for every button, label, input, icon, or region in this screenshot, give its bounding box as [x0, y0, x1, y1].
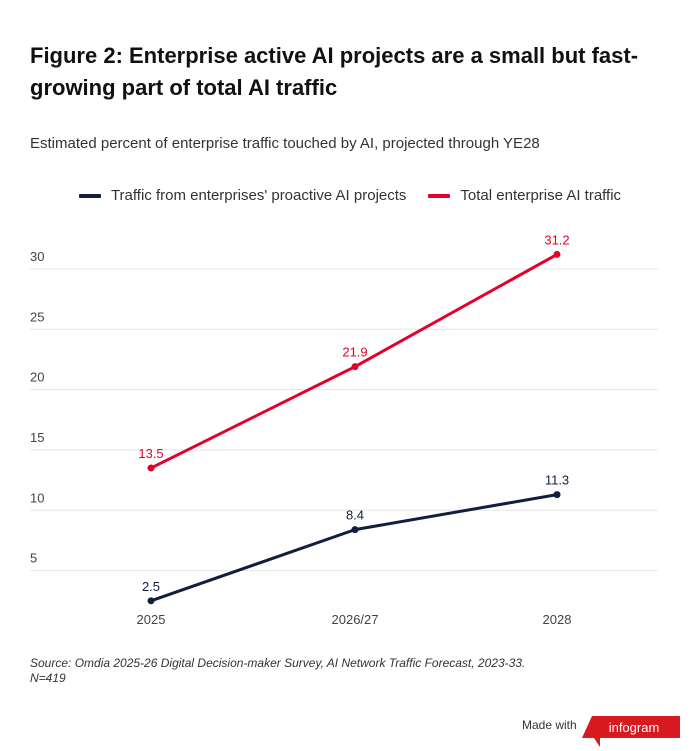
sample-size: N=419	[30, 671, 66, 685]
data-point	[553, 250, 561, 258]
data-point	[553, 491, 561, 499]
y-tick-label: 10	[30, 490, 44, 505]
data-point	[147, 597, 155, 605]
legend-swatch	[78, 193, 101, 198]
legend: Traffic from enterprises' proactive AI p…	[0, 187, 700, 204]
x-tick-label: 2028	[543, 612, 572, 627]
legend-item-total[interactable]: Total enterprise AI traffic	[428, 187, 621, 204]
infogram-logo[interactable]: infogram	[582, 716, 682, 748]
x-tick-label: 2026/27	[332, 612, 379, 627]
data-label: 8.4	[346, 508, 364, 523]
legend-item-proactive[interactable]: Traffic from enterprises' proactive AI p…	[78, 187, 407, 204]
source-note: Source: Omdia 2025-26 Digital Decision-m…	[30, 656, 630, 686]
legend-label: Total enterprise AI traffic	[460, 187, 622, 204]
data-label: 21.9	[342, 345, 367, 360]
data-point	[351, 363, 359, 371]
legend-swatch	[428, 193, 451, 198]
data-label: 2.5	[142, 579, 160, 594]
series-line	[150, 253, 558, 470]
chart-subtitle: Estimated percent of enterprise traffic …	[30, 135, 540, 152]
y-tick-label: 30	[30, 249, 44, 264]
y-tick-label: 5	[30, 551, 37, 566]
x-tick-label: 2025	[137, 612, 166, 627]
y-tick-label: 15	[30, 430, 44, 445]
data-label: 13.5	[138, 446, 163, 461]
y-tick-label: 25	[30, 309, 44, 324]
data-label: 11.3	[545, 473, 569, 488]
source-text: Source: Omdia 2025-26 Digital Decision-m…	[30, 656, 526, 670]
data-label: 31.2	[544, 232, 569, 247]
data-point	[351, 526, 359, 534]
chart-title: Figure 2: Enterprise active AI projects …	[30, 43, 639, 100]
made-with-text: Made with	[522, 718, 577, 732]
data-point	[147, 464, 155, 472]
legend-label: Traffic from enterprises' proactive AI p…	[110, 187, 407, 204]
y-tick-label: 20	[30, 370, 44, 385]
svg-text:infogram: infogram	[609, 720, 660, 735]
